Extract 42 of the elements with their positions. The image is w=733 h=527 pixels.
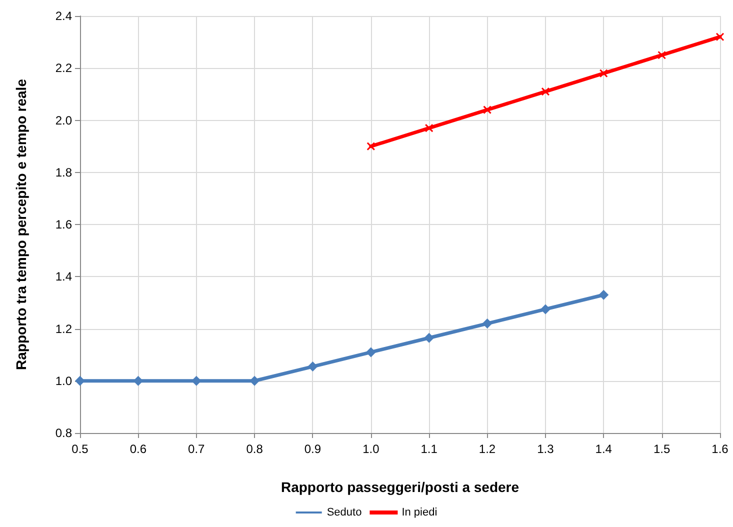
y-tick-label: 1.0 [55, 374, 72, 388]
point [366, 142, 376, 151]
x-tick-label: 0.8 [246, 442, 264, 456]
point [366, 347, 376, 358]
x-tick-label: 1.0 [362, 442, 380, 456]
y-tick-label: 1.6 [55, 218, 72, 232]
point [658, 50, 666, 60]
point [598, 290, 609, 300]
point [540, 304, 550, 314]
y-tick-label: 2.4 [55, 9, 72, 23]
y-tick-label: 1.4 [55, 270, 72, 284]
point [424, 124, 434, 132]
y-tick-label: 1.8 [55, 165, 72, 180]
x-tick-label: 0.7 [188, 442, 206, 456]
point [133, 376, 144, 386]
x-tick-label: 1.2 [478, 442, 496, 456]
x-tick-label: 1.5 [653, 442, 670, 456]
x-axis-title: Rapporto passeggeri/posti a sedere [280, 479, 520, 495]
point [599, 69, 608, 78]
point [716, 32, 724, 42]
legend-label: Seduto [326, 506, 362, 518]
y-tick-label: 2.0 [55, 113, 72, 128]
x-tick-label: 0.5 [72, 442, 89, 456]
x-tick-label: 1.1 [420, 442, 438, 456]
x-tick-label: 0.9 [304, 442, 322, 456]
point [75, 376, 85, 386]
y-tick-label: 2.2 [55, 61, 72, 76]
point [541, 87, 550, 96]
x-tick-label: 1.6 [712, 442, 729, 456]
point [250, 376, 260, 386]
point [191, 376, 202, 386]
x-tick-label: 0.6 [130, 442, 147, 456]
legend-label: In piedi [402, 506, 438, 518]
y-tick-label: 1.2 [55, 322, 72, 336]
x-tick-label: 1.4 [595, 442, 612, 456]
point [308, 362, 318, 372]
point [424, 332, 434, 343]
point [483, 106, 492, 114]
y-axis-title: Rapporto tra tempo percepito e tempo reale [13, 78, 29, 370]
x-tick-label: 1.3 [537, 442, 554, 456]
y-tick-label: 0.8 [55, 426, 72, 440]
point [482, 318, 492, 329]
